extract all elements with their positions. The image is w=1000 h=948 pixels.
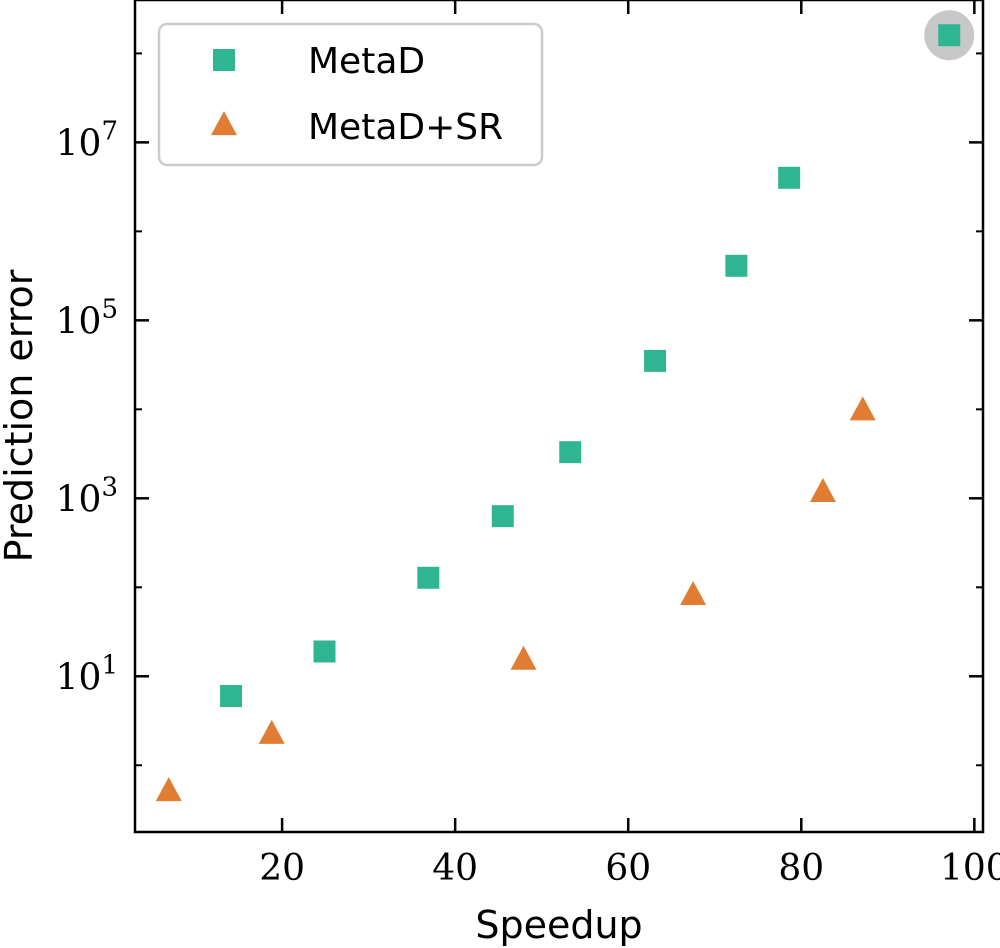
y-tick-label: 103	[56, 472, 118, 520]
tick-labels-layer: 20 40 60 80 100 101 103 105 107	[56, 116, 1000, 889]
y-tick-label: 105	[56, 294, 118, 342]
legend-marker-metad-sr	[211, 111, 237, 136]
points-layer	[155, 24, 961, 802]
data-point-metad	[491, 505, 514, 528]
data-point-metad	[220, 685, 243, 708]
data-point-metad	[644, 349, 667, 372]
data-point-metad-sr	[849, 396, 876, 421]
data-point-metad-sr	[809, 478, 836, 503]
legend-entries: MetaD MetaD+SR	[211, 41, 503, 148]
legend-marker-metad	[213, 49, 235, 71]
y-tick-label: 101	[56, 650, 118, 698]
x-tick-label: 40	[432, 848, 478, 889]
data-point-metad	[725, 254, 748, 277]
plot-frame	[133, 0, 985, 834]
x-tick-label: 100	[940, 848, 1000, 889]
data-point-metad	[938, 24, 961, 47]
data-point-metad-sr	[258, 719, 285, 744]
data-point-metad	[559, 441, 582, 464]
x-tick-label: 20	[259, 848, 305, 889]
x-tick-label: 60	[605, 848, 651, 889]
data-point-metad-sr	[680, 581, 707, 606]
y-tick-label: 107	[56, 116, 118, 164]
data-point-metad	[778, 166, 801, 189]
x-tick-label: 80	[778, 848, 824, 889]
y-axis-title: Prediction error	[0, 269, 41, 562]
data-point-metad-sr	[510, 645, 537, 670]
data-point-metad	[313, 640, 336, 663]
legend-label-metad: MetaD	[308, 41, 425, 82]
legend-label-metad-sr: MetaD+SR	[308, 107, 503, 148]
data-point-metad-sr	[155, 777, 182, 802]
legend: MetaD MetaD+SR	[157, 22, 544, 167]
data-point-metad	[417, 566, 440, 589]
ticks-layer	[135, 0, 983, 832]
legend-box	[157, 22, 544, 167]
x-axis-title: Speedup	[475, 903, 642, 947]
